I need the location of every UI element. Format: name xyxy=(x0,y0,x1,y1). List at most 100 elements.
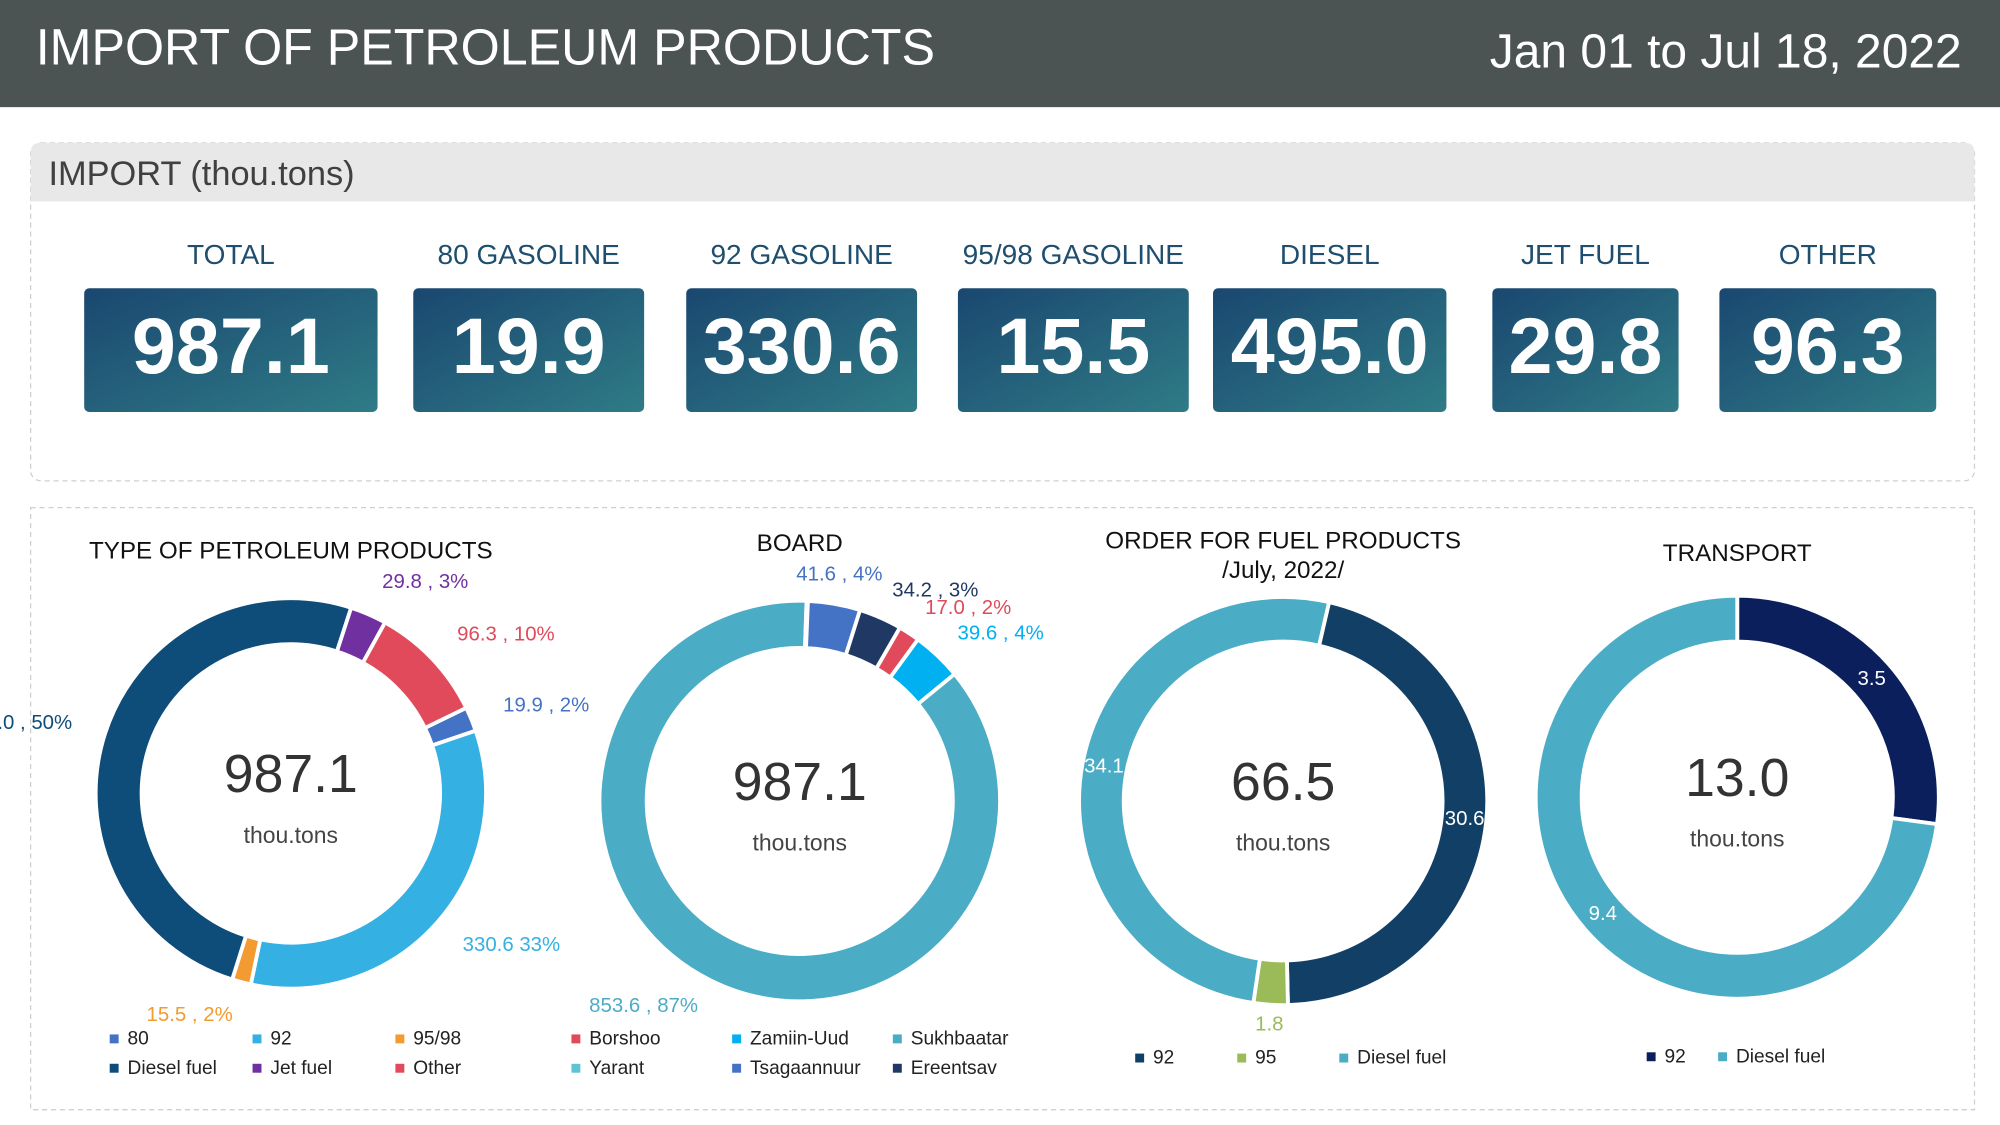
date-range: Jan 01 to Jul 18, 2022 xyxy=(1490,25,1962,79)
legend-swatch xyxy=(109,1063,119,1073)
kpi-label: DIESEL xyxy=(1280,239,1380,270)
import-panel-header xyxy=(30,142,1975,202)
kpi-card xyxy=(1719,288,1937,412)
legend-label: 80 xyxy=(128,1029,149,1050)
data-label: 330.6 33% xyxy=(463,934,561,956)
kpi-card xyxy=(84,288,378,412)
legend-swatch xyxy=(109,1034,119,1044)
data-label: 39.6 , 4% xyxy=(958,623,1044,645)
legend-label: Borshoo xyxy=(589,1029,660,1050)
legend-label: Yarant xyxy=(589,1058,645,1079)
legend-swatch xyxy=(892,1063,902,1073)
legend-label: 92 xyxy=(1153,1048,1174,1069)
legend-swatch xyxy=(1718,1052,1728,1062)
data-label: 15.5 , 2% xyxy=(147,1004,233,1026)
kpi-label: JET FUEL xyxy=(1521,239,1650,270)
donut-slice xyxy=(1284,599,1490,1008)
header-bar xyxy=(0,0,2000,108)
data-label: 1.8 xyxy=(1255,1013,1283,1035)
legend-swatch xyxy=(732,1034,742,1044)
donut-slice xyxy=(597,598,1002,1004)
kpi-value: 29.8 xyxy=(1508,301,1662,390)
kpi-card xyxy=(413,288,645,412)
legend-swatch xyxy=(571,1034,581,1044)
kpi-value: 15.5 xyxy=(996,301,1150,390)
data-label: 41.6 , 4% xyxy=(796,563,882,585)
legend-label: Ereentsav xyxy=(911,1058,998,1079)
legend-swatch xyxy=(1135,1053,1145,1063)
legend-swatch xyxy=(1339,1053,1349,1063)
charts: TYPE OF PETROLEUM PRODUCTS 19.9 , 2% 330.6… xyxy=(0,527,1941,1079)
data-label: 495.0 , 50% xyxy=(0,712,72,734)
legend-swatch xyxy=(395,1063,405,1073)
kpi-label: 95/98 GASOLINE xyxy=(963,239,1184,270)
data-label: 34.1 xyxy=(1084,756,1124,778)
center-unit: thou.tons xyxy=(244,822,338,848)
legend-swatch xyxy=(252,1034,262,1044)
kpi-card xyxy=(957,288,1189,412)
legend-swatch xyxy=(892,1034,902,1044)
kpi-value: 330.6 xyxy=(703,301,901,390)
kpi-label: 92 GASOLINE xyxy=(710,239,892,270)
donut-slice xyxy=(360,619,469,731)
donut-slice xyxy=(1077,595,1332,1006)
chart-subtitle: /July, 2022/ xyxy=(1222,557,1344,584)
kpi-value: 495.0 xyxy=(1231,301,1429,390)
center-unit: thou.tons xyxy=(1690,826,1784,852)
legend-swatch xyxy=(1237,1053,1247,1063)
center-value: 66.5 xyxy=(1231,753,1335,812)
kpi-card xyxy=(1213,288,1447,412)
center-value: 13.0 xyxy=(1685,749,1789,808)
legend-label: Jet fuel xyxy=(270,1058,332,1079)
data-label: 19.9 , 2% xyxy=(503,694,589,716)
legend-swatch xyxy=(732,1063,742,1073)
legend-label: Tsagaannuur xyxy=(750,1058,861,1079)
donut-slice xyxy=(1533,593,1940,1001)
donut-slice xyxy=(93,596,354,982)
legend-label: Zamiin-Uud xyxy=(750,1029,849,1050)
data-label: 96.3 , 10% xyxy=(457,624,555,646)
kpi-row: TOTAL 987.1 80 GASOLINE 19.9 92 GASOLINE 330.… xyxy=(84,239,1937,412)
page-title: IMPORT OF PETROLEUM PRODUCTS xyxy=(36,19,935,76)
data-label: 17.0 , 2% xyxy=(925,597,1011,619)
kpi-label: OTHER xyxy=(1779,239,1877,270)
kpi-label: 80 GASOLINE xyxy=(438,239,620,270)
donut-slice xyxy=(843,607,903,672)
center-value: 987.1 xyxy=(224,745,358,804)
center-unit: thou.tons xyxy=(1236,829,1330,855)
data-label: 29.8 , 3% xyxy=(382,571,468,593)
kpi-label: TOTAL xyxy=(187,239,275,270)
center-value: 987.1 xyxy=(733,753,867,812)
data-label: 9.4 xyxy=(1589,903,1617,925)
data-label: 30.6 xyxy=(1445,808,1485,830)
chart-title: TYPE OF PETROLEUM PRODUCTS xyxy=(89,538,493,565)
legend-label: Diesel fuel xyxy=(128,1058,217,1079)
legend-label: Other xyxy=(413,1058,461,1079)
kpi-card xyxy=(686,288,918,412)
donut-slice xyxy=(248,728,488,991)
kpi-value: 987.1 xyxy=(132,301,330,390)
legend-label: 92 xyxy=(270,1029,291,1050)
kpi-value: 96.3 xyxy=(1751,301,1905,390)
legend-label: Diesel fuel xyxy=(1736,1046,1825,1067)
data-label: 3.5 xyxy=(1858,668,1886,690)
legend-swatch xyxy=(252,1063,262,1073)
data-label: 34.2 , 3% xyxy=(892,579,978,601)
chart-title: TRANSPORT xyxy=(1663,540,1812,567)
legend-swatch xyxy=(1646,1052,1656,1062)
kpi-value: 19.9 xyxy=(452,301,606,390)
chart-title: BOARD xyxy=(757,530,843,557)
chart-title: ORDER FOR FUEL PRODUCTS xyxy=(1105,527,1461,554)
legend-label: 95/98 xyxy=(413,1029,461,1050)
legend-label: 92 xyxy=(1665,1046,1686,1067)
legend-swatch xyxy=(571,1063,581,1073)
legend-label: 95 xyxy=(1255,1048,1276,1069)
legend-label: Diesel fuel xyxy=(1357,1048,1446,1069)
kpi-card xyxy=(1492,288,1679,412)
center-unit: thou.tons xyxy=(753,829,847,855)
legend-label: Sukhbaatar xyxy=(911,1029,1009,1050)
data-label: 853.6 , 87% xyxy=(589,995,698,1017)
legend-swatch xyxy=(395,1034,405,1044)
import-panel-title: IMPORT (thou.tons) xyxy=(48,155,354,193)
